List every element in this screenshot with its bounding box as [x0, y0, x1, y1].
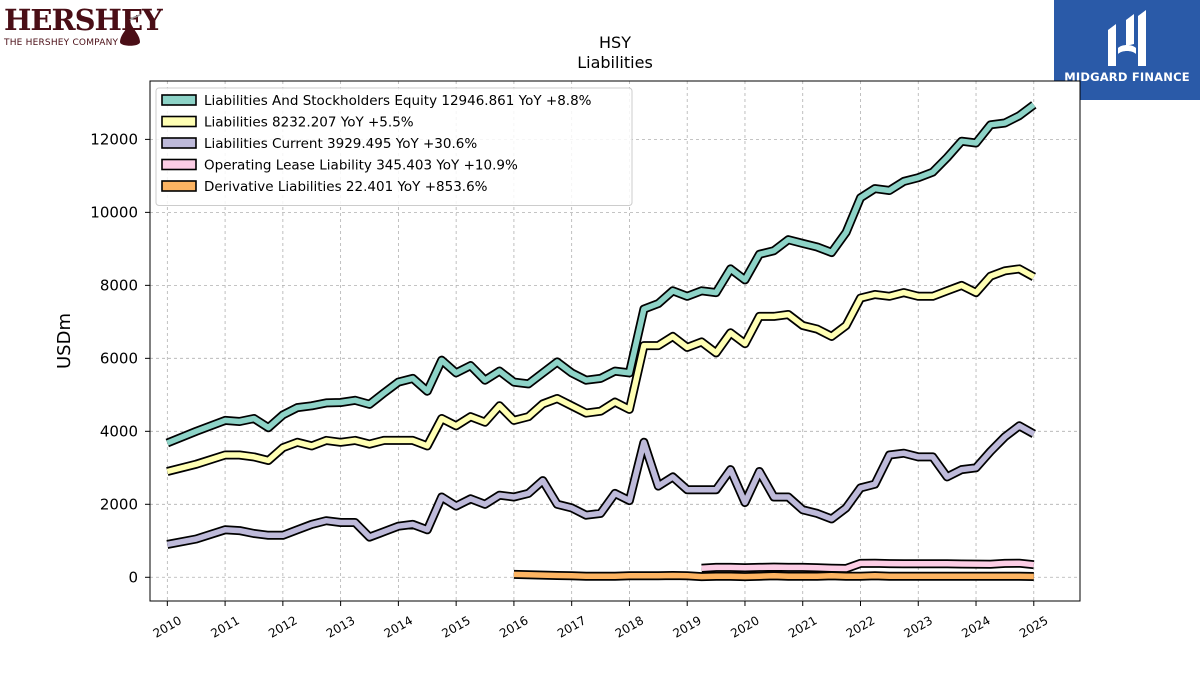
- series-line-2: [166, 423, 1036, 548]
- y-axis-label: USDm: [54, 313, 75, 369]
- series-line-3: [701, 560, 1035, 572]
- legend-label: Liabilities Current 3929.495 YoY +30.6%: [204, 136, 477, 152]
- legend-label: Derivative Liabilities 22.401 YoY +853.6…: [204, 179, 488, 195]
- x-tick-label: 2017: [555, 613, 588, 640]
- x-tick-label: 2024: [959, 613, 992, 640]
- x-tick-label: 2022: [844, 613, 877, 640]
- axes: 0 2000 4000 6000 8000 10000 12000 2010 2011 2012 2…: [90, 80, 1081, 641]
- x-tick-label: 2021: [786, 613, 819, 640]
- company-logo-text: HERSHEY: [4, 3, 163, 37]
- legend-swatch: [161, 115, 197, 128]
- legend-swatch: [161, 180, 197, 192]
- x-tick-label: 2019: [670, 613, 703, 640]
- x-tick-label: 2016: [497, 613, 530, 640]
- company-logo: HERSHEY THE HERSHEY COMPANY: [4, 3, 163, 56]
- chart-title: HSY: [599, 33, 631, 52]
- x-tick-label: 2018: [613, 613, 646, 640]
- legend-box: [155, 87, 633, 206]
- publisher-logo-text: MIDGARD FINANCE: [1064, 70, 1190, 84]
- legend-label: Liabilities 8232.207 YoY +5.5%: [204, 115, 414, 131]
- y-tick-label: 2000: [100, 495, 138, 513]
- legend-swatch: [161, 94, 197, 106]
- x-tick-label: 2014: [382, 613, 415, 640]
- x-tick-label: 2012: [266, 613, 299, 640]
- x-tick-label: 2013: [324, 613, 357, 640]
- x-tick-label: 2025: [1017, 613, 1050, 640]
- x-tick-label: 2023: [902, 613, 935, 640]
- legend-swatch: [161, 158, 197, 171]
- legend-swatch: [161, 137, 197, 149]
- y-tick-label: 8000: [100, 276, 138, 294]
- y-tick-label: 0: [128, 568, 138, 586]
- y-tick-label: 10000: [90, 203, 138, 221]
- company-logo-subtext: THE HERSHEY COMPANY: [4, 38, 119, 48]
- x-tick-label: 2011: [208, 613, 241, 640]
- midgard-logo-icon: [1108, 10, 1146, 66]
- y-tick-label: 4000: [100, 422, 138, 440]
- legend-label: Operating Lease Liability 345.403 YoY +1…: [204, 158, 518, 174]
- series-line-1: [166, 266, 1036, 475]
- series-group: [165, 101, 1037, 582]
- legend: Liabilities And Stockholders Equity 1294…: [155, 87, 633, 206]
- series-line-0: [166, 102, 1036, 446]
- x-tick-label: 2010: [151, 613, 184, 640]
- x-tick-label: 2015: [439, 613, 472, 640]
- legend-label: Liabilities And Stockholders Equity 1294…: [204, 93, 592, 109]
- series-line-4: [513, 571, 1034, 580]
- x-tick-label: 2020: [728, 613, 761, 640]
- chart-subtitle: Liabilities: [577, 53, 653, 72]
- y-tick-label: 12000: [90, 130, 138, 148]
- plot-frame: [149, 80, 1081, 602]
- kiss-icon: [120, 14, 142, 46]
- y-tick-label: 6000: [100, 349, 138, 367]
